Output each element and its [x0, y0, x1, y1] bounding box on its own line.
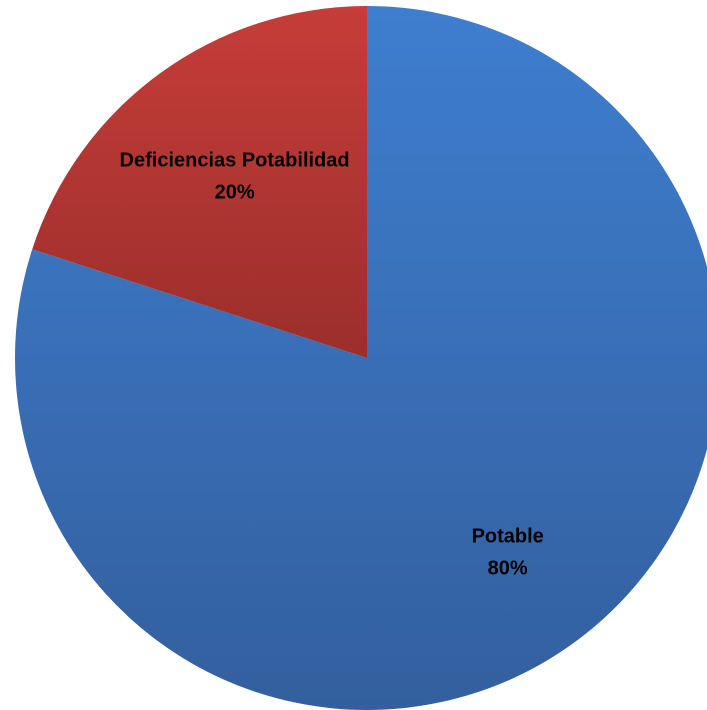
slice-label-percent: 80%	[488, 558, 528, 580]
slice-label-name: Potable	[472, 526, 544, 548]
slice-label-percent: 20%	[215, 182, 255, 204]
pie-labels: Potable 80% Deficiencias Potabilidad 20%	[120, 150, 544, 580]
slice-label-name: Deficiencias Potabilidad	[120, 150, 350, 172]
pie-slice-deficiencias-potabilidad	[32, 6, 367, 358]
pie-slice-potable	[15, 6, 707, 710]
pie-slices	[15, 6, 707, 710]
